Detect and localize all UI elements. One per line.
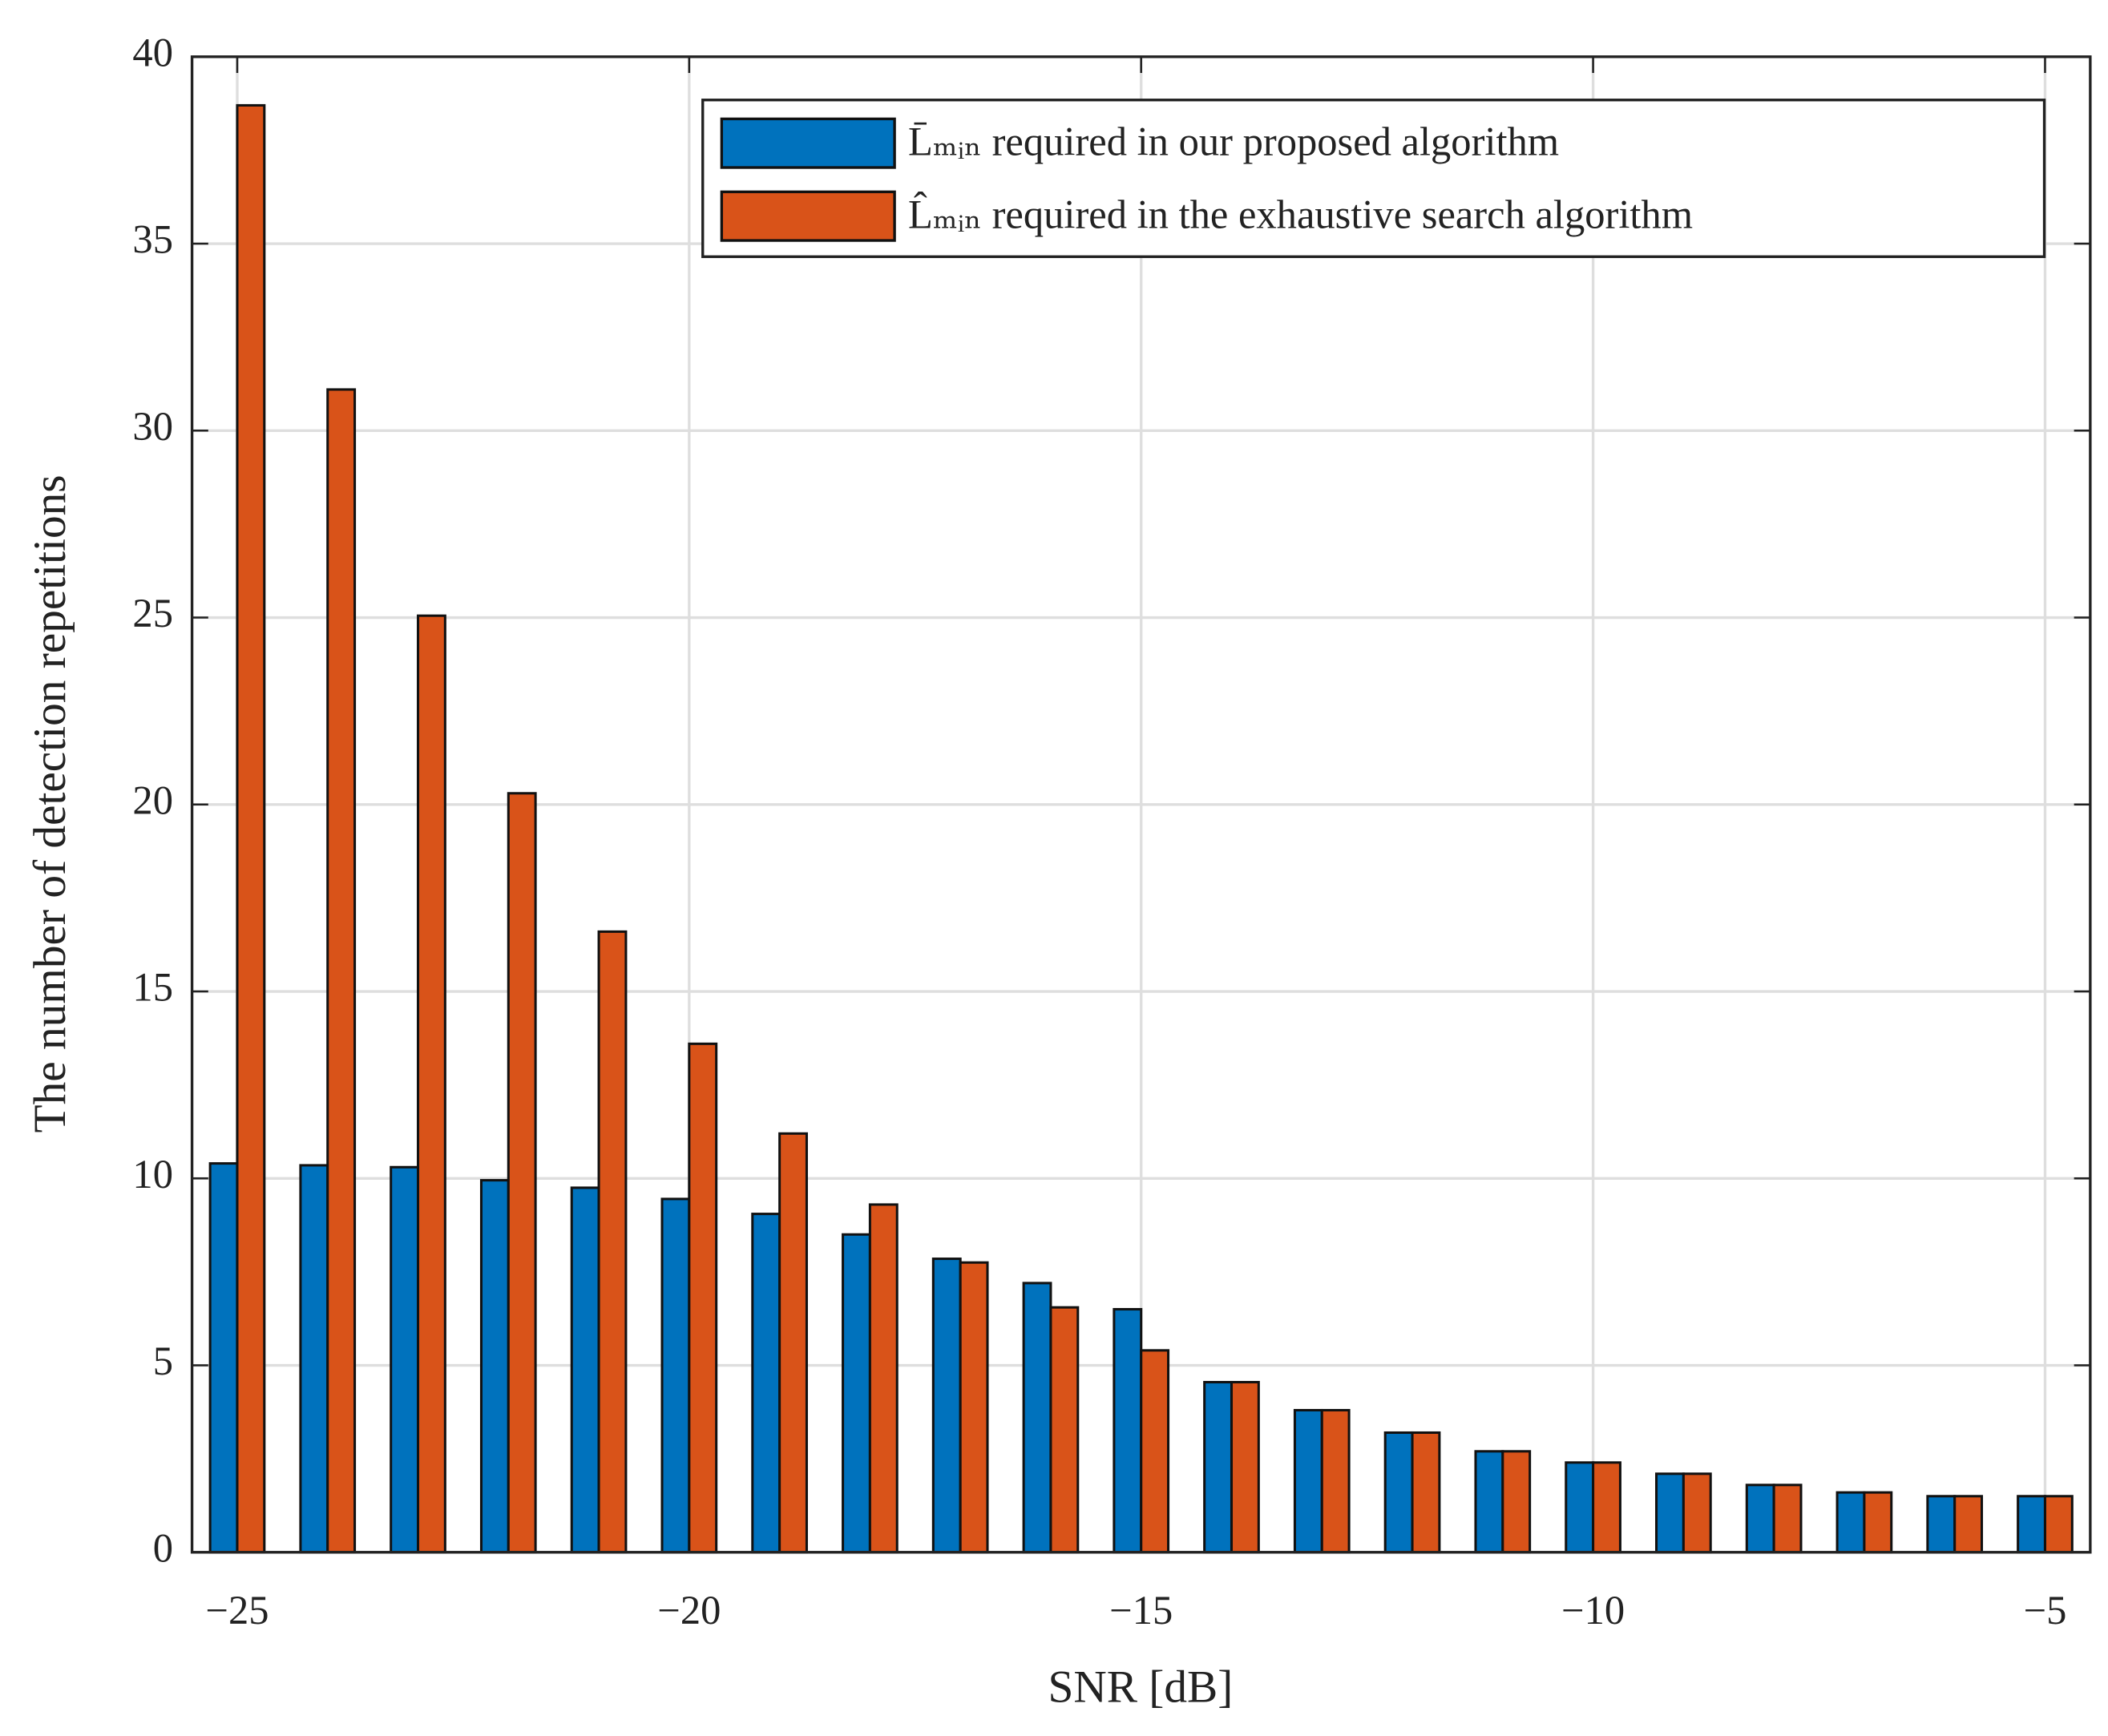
bar: [570, 1186, 600, 1554]
bar: [1682, 1472, 1712, 1554]
bar: [1230, 1380, 1260, 1554]
bar: [1655, 1472, 1685, 1554]
y-tick-label: 40: [132, 30, 173, 75]
bar: [1474, 1450, 1504, 1554]
bar: [1320, 1408, 1351, 1554]
y-tick-label: 35: [132, 217, 173, 262]
bar: [208, 1162, 239, 1554]
legend-label: L̄ₘᵢₙ required in our proposed algorithm: [908, 119, 1559, 164]
bar: [868, 1203, 899, 1554]
legend-box: [701, 99, 2046, 258]
bar: [842, 1233, 871, 1554]
bar: [1049, 1306, 1080, 1554]
bar: [1926, 1495, 1957, 1554]
bar: [688, 1042, 718, 1554]
y-tick-label: 0: [153, 1525, 173, 1570]
bar: [1022, 1282, 1052, 1554]
bar: [2043, 1495, 2074, 1554]
bar: [236, 103, 266, 1554]
bar: [1293, 1408, 1323, 1554]
bar: [1203, 1380, 1234, 1554]
bar: [1592, 1461, 1621, 1554]
y-tick-label: 10: [132, 1152, 173, 1197]
plot-frame: [190, 55, 2092, 1554]
bar: [1411, 1431, 1441, 1554]
bar: [1113, 1308, 1143, 1554]
x-tick-label: −5: [2024, 1588, 2067, 1633]
x-tick-label: −20: [657, 1588, 721, 1633]
x-tick-label: −15: [1109, 1588, 1173, 1633]
bar: [1565, 1461, 1595, 1554]
bar: [479, 1179, 510, 1554]
bar: [1383, 1431, 1414, 1554]
bar: [1835, 1491, 1866, 1554]
bar: [931, 1258, 962, 1554]
legend-swatch: [720, 117, 896, 169]
legend-label: L̂ₘᵢₙ required in the exhaustive search …: [908, 192, 1693, 237]
bar: [507, 792, 537, 1554]
bar: [390, 1165, 420, 1554]
y-axis-label: The number of detection repetitions: [25, 474, 75, 1132]
x-tick-label: −10: [1561, 1588, 1625, 1633]
y-tick-label: 5: [153, 1338, 173, 1383]
bar: [660, 1197, 691, 1554]
y-tick-label: 15: [132, 965, 173, 1010]
y-tick-label: 30: [132, 404, 173, 449]
bar: [1863, 1491, 1893, 1554]
x-tick-label: −25: [205, 1588, 269, 1633]
bar: [751, 1213, 781, 1554]
y-tick-label: 25: [132, 591, 173, 636]
x-axis-label: SNR [dB]: [1048, 1662, 1233, 1713]
bar: [417, 614, 446, 1554]
bar: [1953, 1495, 1984, 1554]
legend-swatch: [720, 190, 896, 242]
y-tick-label: 20: [132, 777, 173, 822]
bar: [1745, 1484, 1775, 1554]
bar: [2017, 1495, 2046, 1554]
bar: [959, 1261, 989, 1554]
bar: [1501, 1450, 1532, 1554]
bar: [597, 930, 628, 1554]
bar: [326, 388, 357, 1554]
bar: [1140, 1349, 1170, 1554]
bar: [1772, 1484, 1803, 1554]
bar: [299, 1164, 329, 1554]
bar: [778, 1132, 808, 1554]
